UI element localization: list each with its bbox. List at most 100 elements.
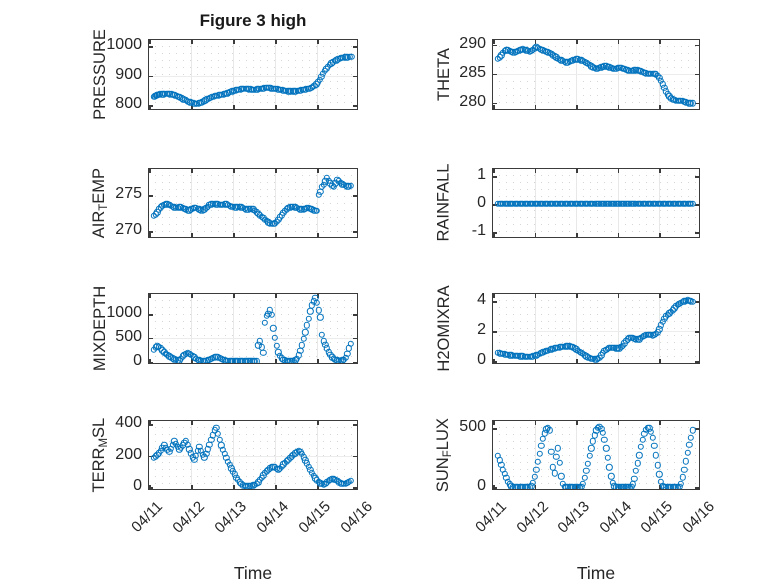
x-tick-mark (149, 233, 151, 237)
data-point (589, 437, 597, 445)
x-tick-label: 04/13 (554, 498, 594, 537)
vertical-gridline (275, 421, 276, 489)
x-tick-mark (233, 485, 235, 489)
data-point (581, 474, 588, 482)
x-tick-mark (659, 40, 661, 44)
y-tick-mark (493, 102, 497, 105)
x-tick-mark (534, 359, 537, 363)
y-tick-label: -1 (471, 222, 486, 239)
x-tick-mark (617, 233, 620, 237)
data-point (307, 307, 314, 315)
data-point (687, 434, 695, 441)
x-tick-mark (191, 294, 193, 298)
vertical-gridline (191, 40, 192, 109)
x-tick-mark (534, 485, 537, 489)
data-point (654, 462, 661, 469)
data-point (607, 472, 615, 480)
y-tick-mark (149, 75, 153, 78)
y-tick-mark (695, 428, 699, 430)
y-axis-label-tail: LUX (433, 418, 452, 451)
x-tick-mark (191, 105, 193, 109)
x-tick-mark (699, 40, 700, 44)
x-tick-label: 04/12 (169, 498, 209, 537)
y-tick-mark (695, 301, 699, 304)
axes-sun_flux (492, 420, 700, 490)
data-point (548, 448, 555, 456)
data-point (531, 473, 538, 480)
x-tick-label: 04/11 (128, 498, 167, 536)
x-tick-mark (576, 40, 578, 44)
data-point (582, 467, 590, 475)
x-tick-mark (617, 40, 620, 44)
x-tick-mark (317, 105, 319, 109)
data-point (554, 445, 562, 452)
x-tick-mark (534, 40, 537, 44)
x-tick-mark (617, 421, 620, 425)
data-point (558, 472, 565, 480)
axes-pressure (148, 39, 358, 110)
x-tick-mark (233, 169, 235, 173)
data-point (553, 453, 560, 460)
y-tick-mark (353, 361, 357, 363)
y-tick-mark (695, 232, 699, 234)
data-point (686, 441, 693, 448)
axes-air_temp (148, 168, 358, 238)
x-tick-mark (233, 233, 235, 237)
data-point (637, 443, 645, 451)
y-tick-mark (493, 361, 497, 363)
y-tick-mark (695, 487, 699, 489)
x-tick-mark (275, 105, 277, 109)
data-point (538, 442, 545, 450)
y-axis-label-base: SUN (433, 457, 452, 493)
y-axis-label-pressure: PRESSURE (90, 28, 109, 120)
y-tick-label: 275 (115, 184, 142, 202)
data-point (651, 442, 658, 450)
x-tick-mark (317, 485, 319, 489)
x-tick-mark (149, 105, 151, 109)
x-tick-mark (493, 169, 495, 173)
x-tick-mark (357, 233, 358, 237)
data-point (656, 471, 663, 478)
y-tick-mark (149, 361, 153, 363)
vertical-gridline (317, 40, 318, 109)
x-tick-mark (493, 40, 495, 44)
y-tick-mark (149, 45, 153, 48)
x-tick-mark (357, 485, 358, 489)
data-point (271, 334, 279, 342)
y-tick-mark (695, 204, 699, 206)
data-point (689, 100, 696, 107)
y-tick-label: 1000 (106, 304, 142, 321)
y-tick-mark (353, 487, 357, 489)
vertical-gridline (317, 294, 318, 363)
y-tick-label: 0 (477, 477, 486, 495)
y-tick-mark (695, 361, 699, 363)
data-point (599, 429, 607, 437)
x-tick-mark (576, 421, 578, 425)
x-tick-mark (233, 294, 235, 298)
data-point (268, 311, 275, 319)
data-point (302, 328, 309, 336)
y-tick-mark (353, 455, 357, 458)
vertical-gridline (317, 421, 318, 489)
y-axis-label-subscript: M (98, 437, 111, 448)
y-tick-label: 900 (115, 65, 142, 83)
y-tick-mark (149, 487, 153, 489)
horizontal-gridline (149, 337, 357, 339)
y-axis-label-base: AIR (89, 210, 108, 239)
axes-mixdepth (148, 293, 358, 364)
y-axis-label-subscript: T (98, 203, 111, 211)
data-point (546, 427, 553, 434)
x-tick-label: 04/11 (472, 498, 511, 536)
y-tick-mark (353, 337, 357, 340)
y-tick-label: 400 (115, 414, 142, 432)
vertical-gridline (576, 294, 578, 363)
x-tick-mark (149, 485, 151, 489)
y-axis-label-subscript: F (442, 450, 455, 458)
data-point (584, 460, 592, 467)
data-point (303, 322, 311, 329)
x-tick-mark (317, 233, 319, 237)
x-tick-mark (493, 233, 495, 237)
y-tick-label: 500 (459, 418, 486, 436)
x-tick-mark (576, 294, 578, 298)
y-tick-label: 0 (477, 194, 486, 211)
